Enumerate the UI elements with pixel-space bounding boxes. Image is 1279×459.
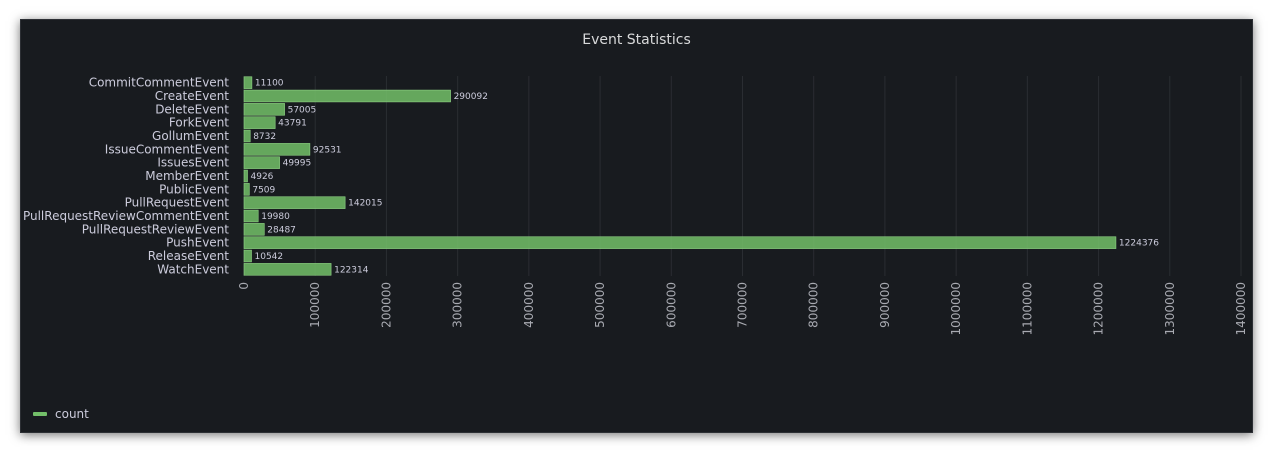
- legend-swatch-count: [33, 412, 47, 416]
- value-label-CreateEvent: 290092: [454, 92, 488, 102]
- category-label-IssueCommentEvent: IssueCommentEvent: [105, 142, 229, 156]
- value-label-DeleteEvent: 57005: [288, 105, 317, 115]
- bar-IssuesEvent: [243, 156, 280, 169]
- category-label-MemberEvent: MemberEvent: [145, 169, 229, 183]
- x-tick-label-2: 200000: [379, 282, 393, 328]
- bar-IssueCommentEvent: [243, 143, 311, 156]
- legend-label-count: count: [55, 407, 89, 421]
- x-tick-label-10: 1000000: [949, 282, 963, 335]
- category-label-ReleaseEvent: ReleaseEvent: [148, 249, 230, 263]
- x-tick-label-3: 300000: [451, 282, 465, 328]
- x-tick-label-0: 0: [237, 282, 251, 290]
- legend[interactable]: count: [33, 407, 89, 421]
- value-label-IssueCommentEvent: 92531: [313, 145, 342, 155]
- x-tick-label-5: 500000: [593, 282, 607, 328]
- bar-MemberEvent: [243, 169, 248, 183]
- bar-PublicEvent: [243, 183, 250, 196]
- bar-PullRequestReviewEvent: [243, 223, 265, 236]
- bar-DeleteEvent: [243, 103, 285, 116]
- category-label-PullRequestReviewEvent: PullRequestReviewEvent: [82, 222, 230, 236]
- chart-panel: Event Statistics 0 100000 200000 300000 4000…: [20, 19, 1253, 433]
- category-label-PublicEvent: PublicEvent: [159, 182, 229, 196]
- x-tick-label-9: 900000: [878, 282, 892, 328]
- value-label-ReleaseEvent: 10542: [255, 252, 284, 262]
- value-label-IssuesEvent: 49995: [283, 159, 312, 169]
- bar-CommitCommentEvent: [243, 76, 253, 89]
- bar-ReleaseEvent: [243, 249, 252, 263]
- bar-GollumEvent: [243, 129, 251, 143]
- value-label-WatchEvent: 122314: [334, 265, 369, 275]
- value-label-PullRequestReviewEvent: 28487: [267, 225, 296, 235]
- category-label-CommitCommentEvent: CommitCommentEvent: [89, 76, 230, 90]
- category-label-PushEvent: PushEvent: [166, 236, 229, 250]
- value-label-PublicEvent: 7509: [252, 185, 275, 195]
- category-label-PullRequestEvent: PullRequestEvent: [125, 196, 230, 210]
- value-label-PushEvent: 1224376: [1119, 239, 1159, 249]
- bar-CreateEvent: [243, 89, 451, 103]
- value-label-PullRequestEvent: 142015: [348, 199, 382, 209]
- bar-chart: 0 100000 200000 300000 400000 500000 600000 700…: [23, 76, 1248, 336]
- x-tick-label-4: 400000: [522, 282, 536, 328]
- bar-PushEvent: [243, 236, 1117, 249]
- x-tick-label-12: 1200000: [1092, 282, 1106, 335]
- x-tick-label-6: 600000: [664, 282, 678, 328]
- category-label-ForkEvent: ForkEvent: [169, 116, 229, 130]
- category-label-IssuesEvent: IssuesEvent: [157, 156, 229, 170]
- x-tick-label-7: 700000: [736, 282, 750, 328]
- value-label-CommitCommentEvent: 11100: [255, 79, 284, 89]
- value-label-PullRequestReviewCommentEvent: 19980: [261, 212, 290, 222]
- chart-title: Event Statistics: [582, 32, 691, 48]
- bar-ForkEvent: [243, 116, 276, 129]
- bar-PullRequestEvent: [243, 196, 346, 209]
- bar-PullRequestReviewCommentEvent: [243, 209, 259, 223]
- x-tick-label-13: 1300000: [1163, 282, 1177, 335]
- x-tick-label-14: 1400000: [1234, 282, 1248, 335]
- value-label-MemberEvent: 4926: [251, 172, 274, 182]
- category-label-WatchEvent: WatchEvent: [157, 262, 229, 276]
- bar-WatchEvent: [243, 263, 332, 276]
- value-label-ForkEvent: 43791: [278, 119, 307, 129]
- value-label-GollumEvent: 8732: [253, 132, 276, 142]
- category-label-DeleteEvent: DeleteEvent: [155, 102, 229, 116]
- x-tick-label-8: 800000: [807, 282, 821, 328]
- x-tick-label-11: 1100000: [1020, 282, 1034, 335]
- category-label-CreateEvent: CreateEvent: [155, 89, 230, 103]
- category-label-PullRequestReviewCommentEvent: PullRequestReviewCommentEvent: [23, 209, 229, 223]
- x-tick-label-1: 100000: [308, 282, 322, 328]
- category-label-GollumEvent: GollumEvent: [152, 129, 229, 143]
